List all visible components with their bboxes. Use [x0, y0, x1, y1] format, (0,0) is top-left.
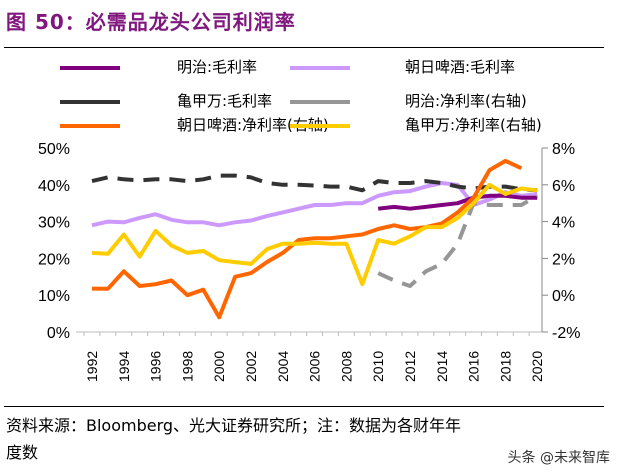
legend-swatch [290, 100, 350, 104]
watermark: 头条 @未来智库 [507, 450, 610, 466]
x-tick-label: 2012 [402, 351, 418, 382]
chart: 0% 10% 20% 30% 40% 50% -2% 0% 2% 4% 6% 8% 1992 1994 19… [38, 141, 580, 382]
x-tick-label: 2020 [529, 351, 545, 382]
right-tick-label: -2% [552, 325, 580, 342]
legend-swatch [60, 66, 120, 70]
series-line [91, 158, 523, 320]
right-tick-label: 8% [552, 141, 575, 158]
x-tick-label: 2004 [275, 351, 291, 382]
right-tick-label: 2% [552, 251, 575, 268]
series-line [91, 173, 538, 193]
legend-label: 亀甲万:毛利率 [177, 92, 273, 110]
legend-label: 亀甲万:净利率(右轴) [405, 116, 542, 134]
x-tick-label: 2018 [497, 351, 513, 382]
legend-label: 明治:净利率(右轴) [405, 92, 527, 110]
legend-label: 朝日啤酒:净利率(右轴) [177, 116, 329, 134]
x-tick-label: 2008 [338, 351, 354, 382]
legend-label: 明治:毛利率 [177, 58, 258, 76]
legend-label: 朝日啤酒:毛利率 [405, 58, 516, 76]
x-tick-label: 2014 [434, 351, 450, 382]
x-tick-label: 1992 [84, 351, 100, 382]
series-line [377, 194, 539, 288]
source-note: 资料来源：Bloomberg、光大证券研究所；注：数据为各财年年 [6, 416, 462, 435]
legend-swatch [60, 124, 120, 128]
left-tick-label: 50% [38, 141, 70, 158]
x-tick-label: 1994 [116, 351, 132, 382]
x-tick-label: 2010 [370, 351, 386, 382]
left-tick-label: 10% [38, 288, 70, 305]
right-tick-label: 0% [552, 288, 575, 305]
title-divider [4, 47, 604, 48]
source-note-cont: 度数 [6, 443, 39, 462]
x-tick-label: 2002 [243, 351, 259, 382]
figure-title: 图 50：必需品龙头公司利润率 [6, 10, 296, 34]
legend-swatch [60, 100, 120, 104]
x-tick-label: 2016 [466, 351, 482, 382]
x-tick-label: 2006 [307, 351, 323, 382]
left-tick-label: 20% [38, 251, 70, 268]
legend-swatch [290, 66, 350, 70]
x-tick-label: 1996 [148, 351, 164, 382]
x-tick-label: 1998 [179, 351, 195, 382]
legend-swatch [290, 124, 350, 128]
right-tick-label: 4% [552, 215, 575, 232]
x-tick-label: 2000 [211, 351, 227, 382]
footer-divider [4, 406, 604, 407]
right-tick-label: 6% [552, 178, 575, 195]
left-tick-label: 40% [38, 178, 70, 195]
left-tick-label: 0% [47, 325, 70, 342]
left-tick-label: 30% [38, 215, 70, 232]
